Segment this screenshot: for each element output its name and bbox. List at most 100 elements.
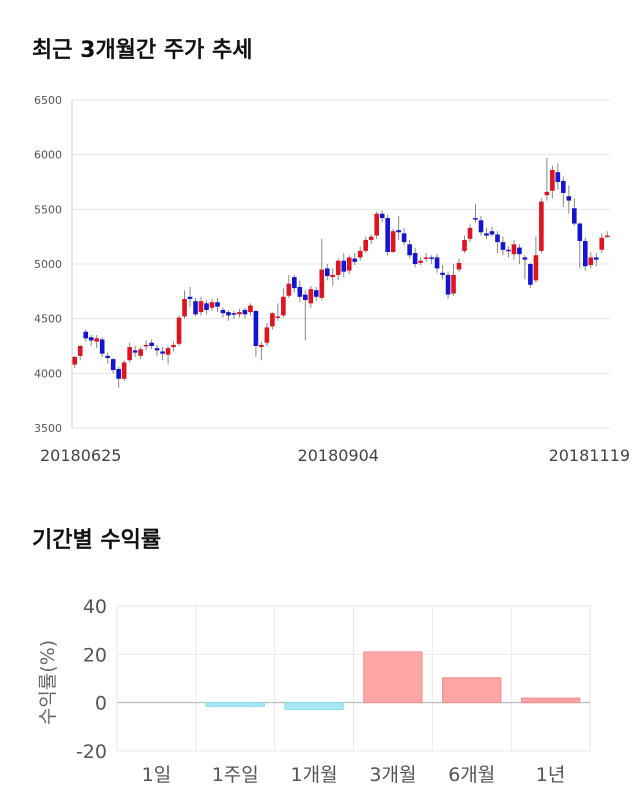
y-tick-label: -20 [76,741,107,763]
candle-body [550,169,555,191]
candle-body [495,234,500,243]
x-tick-label: 1주일 [212,764,259,786]
candle-body [303,294,308,301]
candle-body [407,244,412,256]
candle-body [110,359,116,371]
candle-body [462,239,467,251]
candle-body [242,309,248,315]
x-tick-label: 20181119 [549,446,630,465]
candle-body [138,349,143,356]
candle-body [330,274,336,278]
candle-body [341,260,347,272]
y-tick-label: 4000 [34,367,62,380]
candle-body [577,223,583,242]
candle-body [187,296,193,299]
candle-body [429,257,434,259]
return-bar [284,702,344,710]
candle-body [83,331,89,339]
candle-body [517,247,522,255]
candle-body [440,272,445,275]
candle-body [215,302,220,307]
candle-body [231,313,237,315]
candle-body [99,339,105,354]
price-candlestick-chart: 3500 4000 4500 5000 5500 6000 6500 20180625 2018… [34,94,630,465]
return-chart-title: 기간별 수익률 [32,528,162,553]
candle-body [539,201,544,251]
candle-body [588,257,594,266]
candle-body [346,257,352,271]
y-tick-label: 6000 [34,149,62,162]
candle-body [116,368,121,379]
candle-body [484,233,489,236]
candle-body [379,213,385,219]
candle-body [171,344,176,348]
candle-body [237,312,242,315]
candle-body [132,350,138,353]
candle-body [456,262,462,270]
x-tick-label: 6개월 [448,764,495,786]
return-bar [442,677,502,704]
candle-body [77,346,83,356]
candle-body [335,260,341,275]
y-tick-label: 20 [83,644,107,666]
candle-body [209,302,215,308]
candle-body [544,191,550,196]
candle-body [154,348,160,351]
candle-body [160,351,165,354]
candle-body [324,268,330,277]
x-tick-label: 1개월 [291,764,338,786]
candle-body [270,313,275,327]
candle-body [253,311,259,346]
candle-body [72,356,78,365]
candle-body [165,348,171,355]
candle-body [555,172,561,182]
candle-body [281,296,286,316]
candle-body [418,260,423,263]
candle-body [528,264,533,285]
candle-body [511,244,517,255]
candle-body [149,342,154,346]
candle-body [88,337,94,341]
candle-body [582,241,588,267]
candle-body [204,303,209,310]
candle-body [319,269,325,298]
candle-body [572,208,577,224]
candle-body [127,347,132,361]
candle-body [176,317,182,344]
return-bar [205,702,265,707]
candle-body [385,218,390,252]
candle-body [363,239,369,251]
return-bar [520,697,581,704]
x-tick-label: 20180625 [40,446,121,465]
candle-body [390,231,396,252]
y-tick-label: 5500 [34,203,62,216]
candle-body [275,316,281,318]
candle-body [445,274,451,295]
candle-body [522,257,528,260]
candle-body [308,289,314,304]
y-tick-label: 40 [83,596,107,618]
candle-body [182,298,187,317]
candle-body [352,258,358,262]
price-chart-title: 최근 3개월간 주가 추세 [32,38,253,63]
candle-body [478,220,484,233]
return-bar [363,651,423,704]
candle-body [467,227,473,239]
candle-body [533,255,539,281]
candle-body [193,301,198,315]
candle-body [434,257,440,269]
candle-body [143,344,149,347]
candle-body [401,233,407,243]
candle-body [292,277,297,289]
candle-body [248,305,253,313]
y-axis-label: 수익률(%) [37,640,59,725]
candle-body [368,236,374,240]
candle-body [313,290,319,297]
y-tick-label: 0 [95,693,107,715]
y-tick-label: 6500 [34,94,62,107]
candle-body [297,286,303,297]
candle-body [489,231,495,235]
candle-body [357,250,363,258]
candle-body [396,230,401,233]
candle-body [226,312,231,316]
